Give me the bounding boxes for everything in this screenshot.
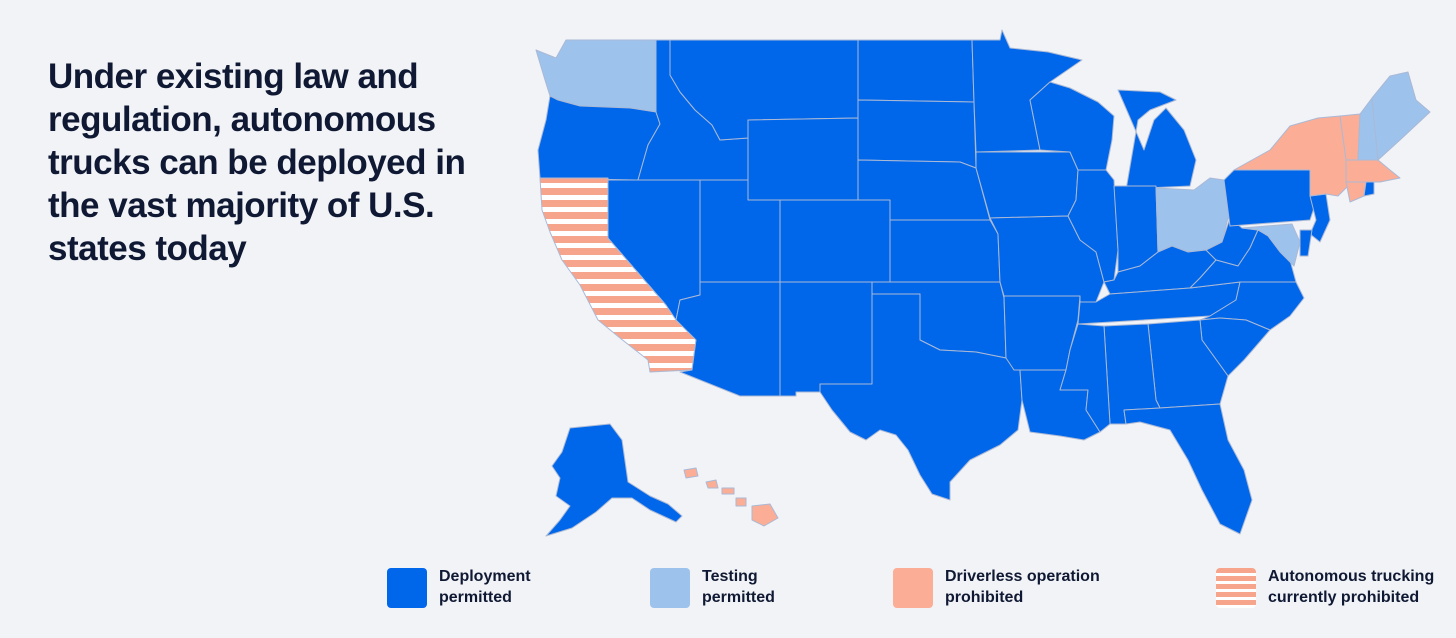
state-texas (819, 293, 1023, 501)
legend-item-deployment: Deployment permitted (387, 566, 619, 608)
state-new-jersey (1309, 193, 1331, 243)
state-wisconsin (1029, 81, 1115, 171)
state-maine (1371, 71, 1431, 161)
legend-swatch-deployment (387, 568, 427, 608)
state-mississippi (1059, 323, 1111, 433)
state-south-dakota (857, 99, 977, 169)
state-alaska (545, 423, 683, 537)
legend-label-driverless: Driverless operation prohibited (945, 568, 1100, 606)
state-ohio (1155, 177, 1231, 253)
legend-label-deployment: Deployment permitted (439, 568, 531, 606)
state-new-mexico (779, 281, 873, 397)
state-iowa (975, 151, 1079, 219)
state-kansas (889, 219, 1001, 283)
legend-swatch-driverless (893, 568, 933, 608)
state-massachusetts (1345, 159, 1401, 183)
legend-label-trucking: Autonomous trucking currently prohibited (1268, 568, 1435, 606)
legend-item-driverless: Driverless operation prohibited (893, 566, 1125, 608)
state-hawaii (683, 467, 779, 527)
state-delaware (1299, 229, 1313, 257)
state-pennsylvania (1223, 169, 1319, 227)
legend-swatch-trucking (1216, 568, 1256, 608)
state-north-dakota (857, 39, 975, 103)
state-florida (1123, 403, 1253, 535)
legend-swatch-testing (650, 568, 690, 608)
state-colorado (779, 199, 891, 283)
legend-item-testing: Testing permitted (650, 566, 882, 608)
headline: Under existing law and regulation, auton… (48, 57, 466, 268)
legend-label-testing: Testing permitted (702, 568, 775, 606)
state-connecticut (1345, 181, 1367, 203)
legend: Deployment permitted Testing permitted D… (0, 566, 1456, 616)
state-maryland (1241, 223, 1301, 267)
state-wyoming (747, 117, 859, 201)
us-map (535, 29, 1431, 537)
legend-item-trucking: Autonomous trucking currently prohibited (1216, 566, 1448, 608)
state-michigan (1117, 89, 1197, 191)
state-rhode-island (1363, 181, 1375, 197)
